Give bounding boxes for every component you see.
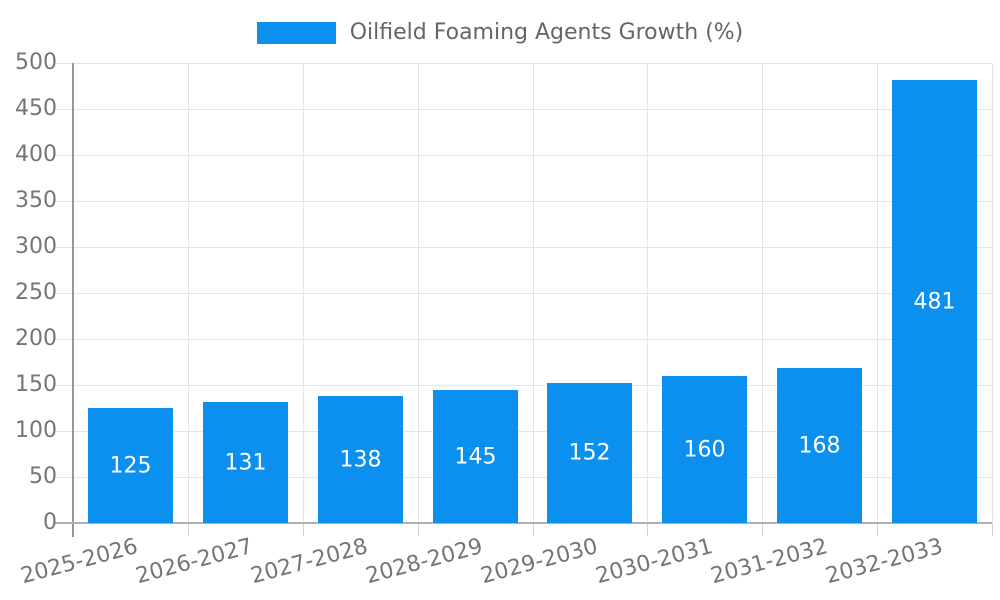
x-axis-tick-label: 2032-2033 xyxy=(823,534,946,590)
bar-2030-2031[interactable]: 160 xyxy=(662,376,747,523)
gridline-horizontal xyxy=(55,293,992,294)
gridline-horizontal xyxy=(55,477,992,478)
gridline-horizontal xyxy=(55,155,992,156)
x-axis-tick xyxy=(992,523,993,536)
y-axis-tick-label: 250 xyxy=(15,280,57,305)
gridline-vertical xyxy=(877,63,878,523)
x-axis-tick xyxy=(533,523,534,536)
y-axis-line xyxy=(72,63,74,537)
y-axis-tick-label: 0 xyxy=(43,510,57,535)
y-axis-tick-label: 500 xyxy=(15,50,57,75)
x-axis-tick-label: 2027-2028 xyxy=(248,534,371,590)
x-axis-tick-label: 2029-2030 xyxy=(478,534,601,590)
gridline-horizontal xyxy=(55,385,992,386)
bar-2029-2030[interactable]: 152 xyxy=(547,383,632,523)
x-axis-tick-label: 2025-2026 xyxy=(18,534,141,590)
bar-value-label: 125 xyxy=(109,453,152,478)
gridline-horizontal xyxy=(55,247,992,248)
y-axis-tick-label: 200 xyxy=(15,326,57,351)
bar-2028-2029[interactable]: 145 xyxy=(433,390,518,523)
x-axis-tick xyxy=(303,523,304,536)
bar-value-label: 145 xyxy=(454,444,497,469)
bar-2027-2028[interactable]: 138 xyxy=(318,396,403,523)
gridline-vertical xyxy=(992,63,993,523)
bar-2031-2032[interactable]: 168 xyxy=(777,368,862,523)
legend-label: Oilfield Foaming Agents Growth (%) xyxy=(349,20,744,45)
bar-value-label: 131 xyxy=(224,450,267,475)
x-axis-tick xyxy=(418,523,419,536)
bar-2025-2026[interactable]: 125 xyxy=(88,408,173,523)
bar-2032-2033[interactable]: 481 xyxy=(892,80,977,523)
x-axis-tick-label: 2030-2031 xyxy=(593,534,716,590)
y-axis-tick-label: 100 xyxy=(15,418,57,443)
gridline-vertical xyxy=(303,63,304,523)
plot-area: 125 131 138 145 152 160 168 481 xyxy=(55,63,993,537)
chart-legend[interactable]: Oilfield Foaming Agents Growth (%) xyxy=(0,20,1000,45)
bar-value-label: 160 xyxy=(683,437,726,462)
gridline-horizontal xyxy=(55,109,992,110)
gridline-vertical xyxy=(533,63,534,523)
bar-2026-2027[interactable]: 131 xyxy=(203,402,288,523)
x-axis-tick-label: 2031-2032 xyxy=(708,534,831,590)
bar-value-label: 481 xyxy=(913,289,956,314)
y-axis-tick-label: 400 xyxy=(15,142,57,167)
x-axis-tick xyxy=(647,523,648,536)
gridline-vertical xyxy=(762,63,763,523)
gridline-vertical xyxy=(647,63,648,523)
y-axis-tick-label: 350 xyxy=(15,188,57,213)
legend-color-swatch xyxy=(256,21,336,44)
x-axis-tick xyxy=(188,523,189,536)
gridline-vertical xyxy=(188,63,189,523)
gridline-horizontal xyxy=(55,63,992,64)
gridline-vertical xyxy=(418,63,419,523)
bar-value-label: 152 xyxy=(568,440,611,466)
y-axis-tick-label: 300 xyxy=(15,234,57,259)
gridline-horizontal xyxy=(55,201,992,202)
x-axis-line xyxy=(55,522,992,524)
gridline-horizontal xyxy=(55,339,992,340)
y-axis-tick-label: 150 xyxy=(15,372,57,397)
bar-value-label: 168 xyxy=(798,433,841,458)
x-axis-tick-label: 2028-2029 xyxy=(363,534,486,590)
x-axis-tick xyxy=(877,523,878,536)
y-axis-tick-label: 50 xyxy=(29,464,57,489)
gridline-horizontal xyxy=(55,431,992,432)
bar-value-label: 138 xyxy=(339,447,382,472)
x-axis-tick-label: 2026-2027 xyxy=(133,534,256,590)
x-axis-tick xyxy=(762,523,763,536)
y-axis-tick-label: 450 xyxy=(15,96,57,121)
